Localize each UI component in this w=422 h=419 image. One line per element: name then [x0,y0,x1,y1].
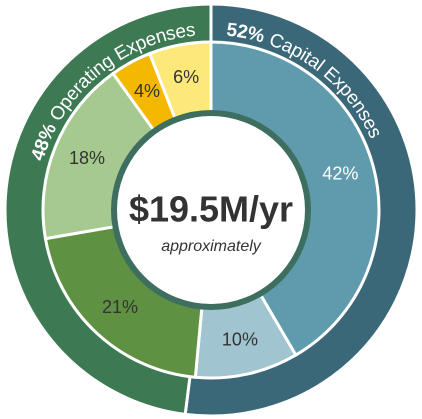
center-circle [111,110,311,310]
segment-label: 10% [222,330,258,350]
segment-label: 18% [69,148,105,168]
segment-label: 42% [322,164,358,184]
segment-label: 4% [134,81,160,101]
center-label: $19.5M/yr [129,189,293,230]
segment-label: 6% [173,67,199,87]
segment-label: 21% [102,297,138,317]
center-sublabel: approximately [161,238,262,255]
